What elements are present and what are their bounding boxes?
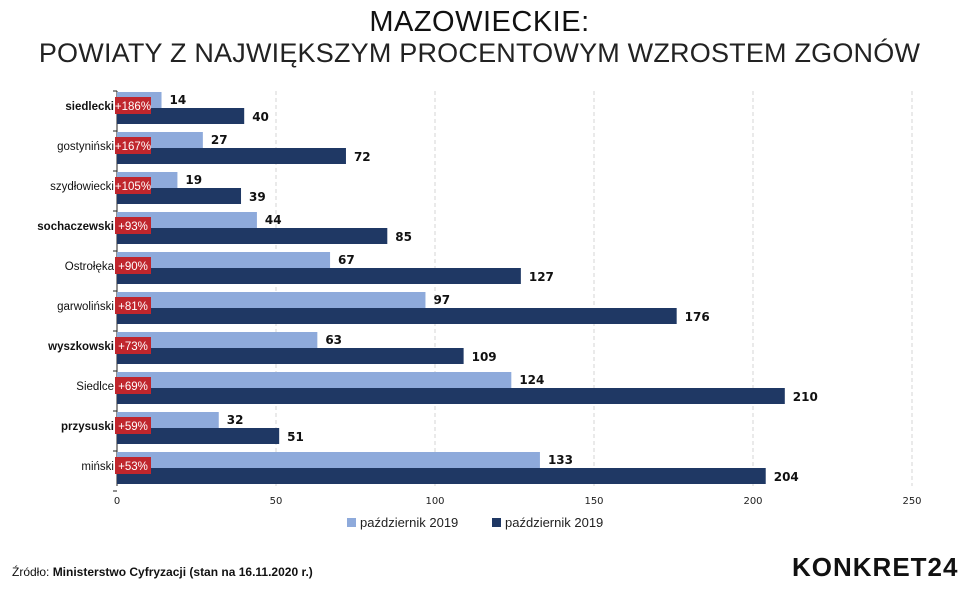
category-label: siedlecki bbox=[65, 101, 114, 113]
bar-series-2 bbox=[117, 388, 785, 404]
bar-series-1 bbox=[117, 212, 257, 228]
percent-label: +186% bbox=[115, 101, 151, 113]
percent-label: +69% bbox=[118, 381, 148, 393]
percent-label: +93% bbox=[118, 221, 148, 233]
bar-series-1 bbox=[117, 452, 540, 468]
bar-series-2 bbox=[117, 348, 464, 364]
category-label: garwoliński bbox=[57, 301, 114, 313]
x-tick-label: 50 bbox=[270, 496, 283, 507]
legend-swatch-series-1 bbox=[347, 518, 356, 527]
bar-series-2 bbox=[117, 468, 766, 484]
x-tick-label: 200 bbox=[743, 496, 762, 507]
legend-label-series-2: październik 2019 bbox=[505, 515, 603, 530]
bar-series-1 bbox=[117, 372, 512, 388]
percent-badge bbox=[115, 177, 151, 194]
data-label-series-1: 63 bbox=[325, 333, 342, 347]
category-label: Siedlce bbox=[76, 381, 114, 393]
data-label-series-1: 27 bbox=[211, 133, 228, 147]
chart-subtitle: POWIATY Z NAJWIĘKSZYM PROCENTOWYM WZROST… bbox=[38, 38, 921, 68]
percent-label: +167% bbox=[115, 141, 151, 153]
source-note: Źródło: Ministerstwo Cyfryzacji (stan na… bbox=[12, 565, 313, 579]
bar-series-2 bbox=[117, 148, 346, 164]
category-label: gostyniński bbox=[57, 141, 114, 153]
x-tick-label: 150 bbox=[584, 496, 603, 507]
percent-badge bbox=[115, 297, 151, 314]
percent-badge bbox=[115, 337, 151, 354]
data-label-series-2: 40 bbox=[252, 110, 269, 124]
percent-label: +53% bbox=[118, 461, 148, 473]
percent-label: +81% bbox=[118, 301, 148, 313]
percent-badge bbox=[115, 97, 151, 114]
bar-series-2 bbox=[117, 268, 521, 284]
source-text: Ministerstwo Cyfryzacji (stan na 16.11.2… bbox=[52, 565, 313, 579]
bar-series-2 bbox=[117, 228, 388, 244]
data-label-series-1: 133 bbox=[548, 453, 573, 467]
percent-badge bbox=[115, 377, 151, 394]
legend-swatch-series-2 bbox=[492, 518, 501, 527]
percent-badge bbox=[115, 417, 151, 434]
percent-badge bbox=[115, 137, 151, 154]
data-label-series-2: 39 bbox=[249, 190, 266, 204]
x-tick-label: 250 bbox=[902, 496, 921, 507]
bar-series-2 bbox=[117, 308, 677, 324]
data-label-series-2: 109 bbox=[472, 350, 497, 364]
brand-logo: KONKRET24 bbox=[792, 552, 959, 582]
percent-label: +90% bbox=[118, 261, 148, 273]
data-label-series-1: 97 bbox=[433, 293, 450, 307]
x-tick-label: 100 bbox=[425, 496, 444, 507]
percent-label: +59% bbox=[118, 421, 148, 433]
data-label-series-1: 14 bbox=[170, 93, 187, 107]
data-label-series-2: 51 bbox=[287, 430, 304, 444]
source-prefix: Źródło: bbox=[12, 565, 53, 579]
percent-badge bbox=[115, 217, 151, 234]
legend-label-series-1: październik 2019 bbox=[360, 515, 458, 530]
data-label-series-1: 44 bbox=[265, 213, 282, 227]
data-label-series-2: 85 bbox=[395, 230, 412, 244]
percent-badge bbox=[115, 257, 151, 274]
bar-series-1 bbox=[117, 252, 331, 268]
data-label-series-1: 32 bbox=[227, 413, 244, 427]
category-label: miński bbox=[81, 461, 114, 473]
bar-series-1 bbox=[117, 332, 318, 348]
x-tick-label: 0 bbox=[114, 496, 120, 507]
percent-label: +73% bbox=[118, 341, 148, 353]
bar-series-2 bbox=[117, 428, 280, 444]
percent-badge bbox=[115, 457, 151, 474]
data-label-series-2: 72 bbox=[354, 150, 371, 164]
category-label: przysuski bbox=[61, 421, 114, 433]
data-label-series-2: 210 bbox=[793, 390, 818, 404]
data-label-series-2: 204 bbox=[774, 470, 799, 484]
data-label-series-2: 176 bbox=[685, 310, 710, 324]
data-label-series-1: 67 bbox=[338, 253, 355, 267]
data-label-series-1: 124 bbox=[519, 373, 544, 387]
category-label: sochaczewski bbox=[37, 221, 114, 233]
category-label: wyszkowski bbox=[47, 341, 114, 353]
category-label: szydłowiecki bbox=[50, 181, 114, 193]
chart-title: MAZOWIECKIE: bbox=[369, 6, 590, 38]
data-label-series-1: 19 bbox=[185, 173, 202, 187]
category-label: Ostrołęka bbox=[65, 261, 115, 273]
percent-label: +105% bbox=[115, 181, 151, 193]
bar-series-1 bbox=[117, 292, 426, 308]
data-label-series-2: 127 bbox=[529, 270, 554, 284]
